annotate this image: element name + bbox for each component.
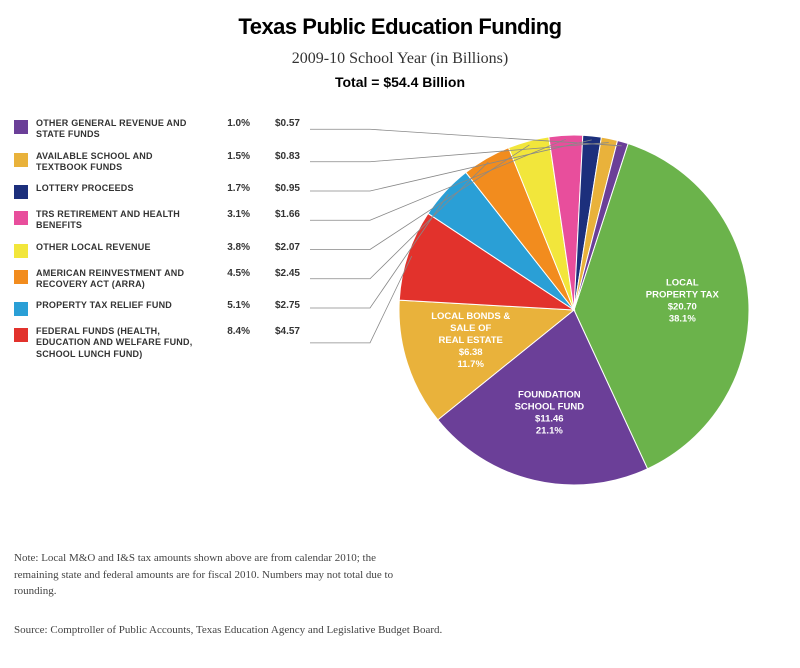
legend-value: $2.45 <box>250 268 300 279</box>
legend-row: AVAILABLE SCHOOL AND TEXTBOOK FUNDS1.5%$… <box>14 151 354 174</box>
legend-row: OTHER GENERAL REVENUE AND STATE FUNDS1.0… <box>14 118 354 141</box>
legend-label: TRS RETIREMENT AND HEALTH BENEFITS <box>36 209 206 232</box>
legend-label: FEDERAL FUNDS (HEALTH, EDUCATION AND WEL… <box>36 326 206 360</box>
legend-pct: 1.7% <box>206 183 250 194</box>
chart-total: Total = $54.4 Billion <box>0 74 800 90</box>
legend-row: LOTTERY PROCEEDS1.7%$0.95 <box>14 183 354 199</box>
legend-label: PROPERTY TAX RELIEF FUND <box>36 300 206 311</box>
legend-value: $0.95 <box>250 183 300 194</box>
legend-pct: 1.0% <box>206 118 250 129</box>
legend-label: OTHER LOCAL REVENUE <box>36 242 206 253</box>
legend-swatch <box>14 153 28 167</box>
legend-row: FEDERAL FUNDS (HEALTH, EDUCATION AND WEL… <box>14 326 354 360</box>
source-line: Source: Comptroller of Public Accounts, … <box>14 622 514 640</box>
legend-pct: 8.4% <box>206 326 250 337</box>
legend-swatch <box>14 120 28 134</box>
legend-value: $2.07 <box>250 242 300 253</box>
footnote: Note: Local M&O and I&S tax amounts show… <box>14 550 414 600</box>
legend-label: AMERICAN REINVESTMENT AND RECOVERY ACT (… <box>36 268 206 291</box>
legend-swatch <box>14 328 28 342</box>
legend-row: PROPERTY TAX RELIEF FUND5.1%$2.75 <box>14 300 354 316</box>
legend-value: $0.83 <box>250 151 300 162</box>
legend-row: TRS RETIREMENT AND HEALTH BENEFITS3.1%$1… <box>14 209 354 232</box>
legend-swatch <box>14 244 28 258</box>
legend-pct: 5.1% <box>206 300 250 311</box>
legend-swatch <box>14 302 28 316</box>
chart-title: Texas Public Education Funding <box>0 0 800 40</box>
legend-row: OTHER LOCAL REVENUE3.8%$2.07 <box>14 242 354 258</box>
legend: OTHER GENERAL REVENUE AND STATE FUNDS1.0… <box>14 118 354 370</box>
legend-value: $0.57 <box>250 118 300 129</box>
legend-label: AVAILABLE SCHOOL AND TEXTBOOK FUNDS <box>36 151 206 174</box>
legend-label: OTHER GENERAL REVENUE AND STATE FUNDS <box>36 118 206 141</box>
legend-pct: 3.1% <box>206 209 250 220</box>
legend-pct: 3.8% <box>206 242 250 253</box>
pie-chart: LOCALPROPERTY TAX$20.7038.1%FOUNDATIONSC… <box>364 100 784 540</box>
legend-swatch <box>14 185 28 199</box>
chart-subtitle: 2009-10 School Year (in Billions) <box>0 50 800 68</box>
legend-pct: 4.5% <box>206 268 250 279</box>
legend-value: $1.66 <box>250 209 300 220</box>
legend-label: LOTTERY PROCEEDS <box>36 183 206 194</box>
legend-value: $4.57 <box>250 326 300 337</box>
legend-swatch <box>14 211 28 225</box>
chart-area: OTHER GENERAL REVENUE AND STATE FUNDS1.0… <box>0 100 800 540</box>
legend-swatch <box>14 270 28 284</box>
legend-value: $2.75 <box>250 300 300 311</box>
legend-pct: 1.5% <box>206 151 250 162</box>
legend-row: AMERICAN REINVESTMENT AND RECOVERY ACT (… <box>14 268 354 291</box>
